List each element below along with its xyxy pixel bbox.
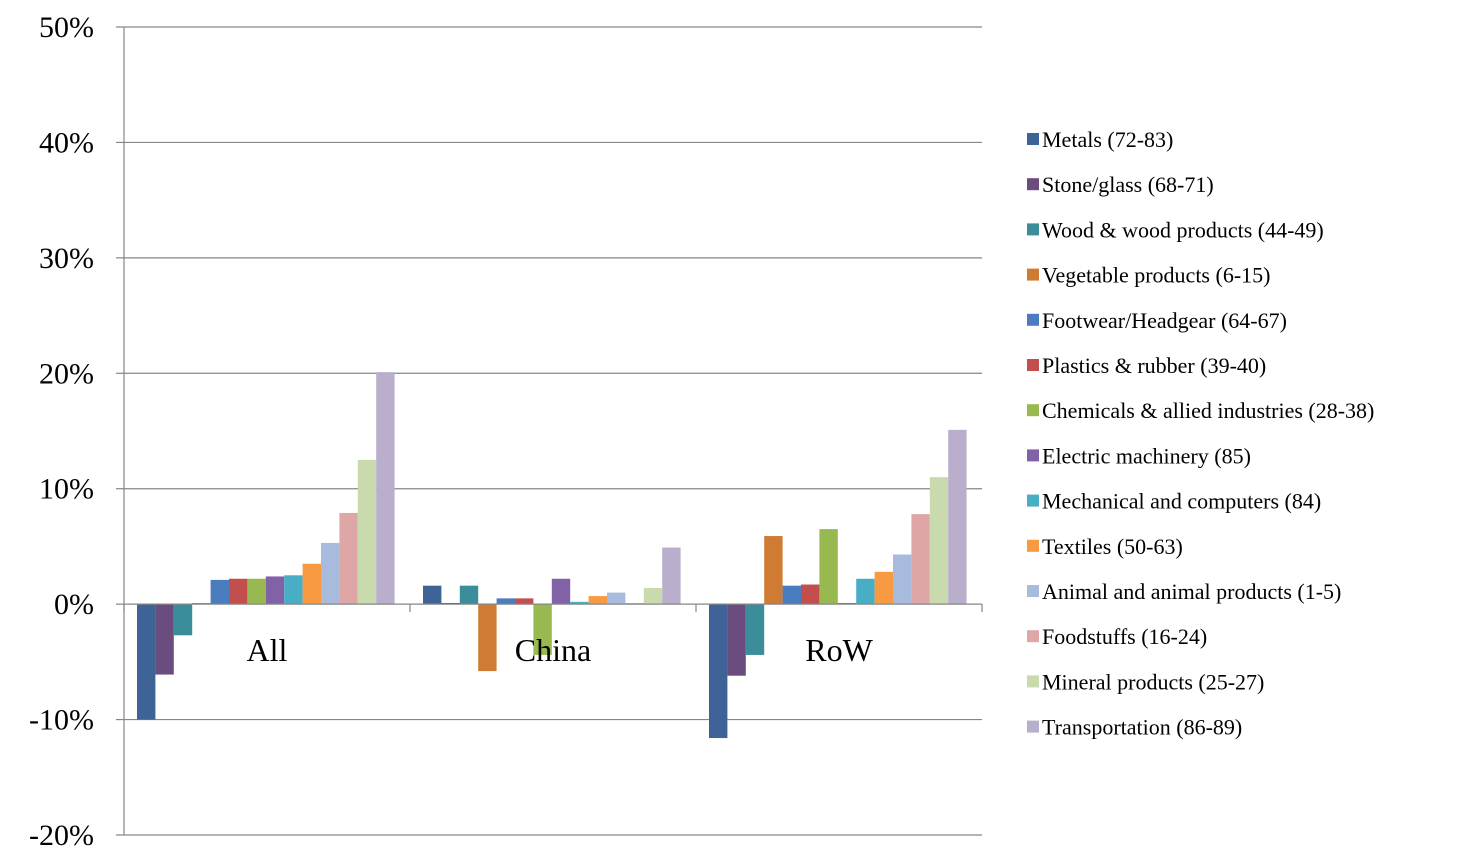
legend-swatch [1027, 133, 1039, 145]
bar [357, 459, 377, 605]
bar [376, 372, 395, 605]
legend-swatch [1027, 313, 1039, 326]
legend-label: Mechanical and computers (84) [1042, 489, 1321, 514]
bar [856, 578, 875, 605]
category-label: China [515, 632, 591, 668]
legend-swatch [1027, 178, 1039, 191]
bar [911, 514, 930, 605]
legend-label: Stone/glass (68-71) [1042, 172, 1214, 197]
y-tick-label: 30% [39, 242, 94, 275]
bar [948, 429, 967, 605]
bar [265, 576, 285, 605]
bar [423, 585, 442, 605]
bar [551, 578, 571, 605]
bar [745, 604, 765, 655]
legend-label: Transportation (86-89) [1042, 715, 1242, 740]
y-tick-label: -20% [29, 819, 94, 852]
bar [229, 578, 248, 605]
bar [874, 571, 893, 605]
legend-swatch [1027, 223, 1039, 236]
bar [155, 604, 174, 675]
legend: Metals (72-83) Stone/glass (68-71) Wood & … [1027, 127, 1374, 740]
bar [173, 604, 193, 636]
legend-label: Wood & wood products (44-49) [1042, 217, 1324, 242]
labels: -20% -10% 0% 10% 20% 30% 40% 50% All China RoW [29, 11, 874, 852]
bar [515, 598, 534, 605]
legend-swatch [1027, 494, 1039, 507]
legend-swatch [1027, 268, 1039, 281]
legend-label: Metals (72-83) [1042, 127, 1173, 152]
y-tick-label: 50% [39, 11, 94, 44]
category-label: RoW [805, 632, 873, 668]
y-tick-label: 20% [39, 357, 94, 390]
bar [339, 512, 358, 605]
legend-label: Electric machinery (85) [1042, 443, 1251, 468]
bar [137, 604, 156, 720]
gridlines [124, 26, 982, 836]
bar [588, 596, 607, 605]
legend-swatch [1027, 539, 1039, 552]
bar [929, 477, 949, 605]
y-tick-label: 40% [39, 126, 94, 159]
bar [478, 604, 497, 672]
bar [727, 604, 746, 676]
bar [533, 604, 552, 655]
bar [496, 598, 515, 605]
legend-label: Mineral products (25-27) [1042, 669, 1264, 694]
y-tick-label: 0% [54, 588, 94, 621]
bar [302, 563, 321, 605]
y-tick-label: -10% [29, 704, 94, 737]
bar [819, 529, 838, 605]
legend-label: Foodstuffs (16-24) [1042, 624, 1207, 649]
y-tick-label: 10% [39, 473, 94, 506]
legend-swatch [1027, 630, 1039, 643]
bar [643, 587, 663, 605]
bar [607, 592, 626, 605]
legend-swatch [1027, 675, 1039, 688]
axes [116, 26, 983, 836]
legend-swatch [1027, 404, 1039, 417]
legend-label: Footwear/Headgear (64-67) [1042, 308, 1287, 333]
legend-swatch [1027, 359, 1039, 371]
legend-swatch [1027, 585, 1039, 597]
bar [284, 575, 303, 605]
legend-label: Chemicals & allied industries (28-38) [1042, 398, 1374, 423]
bar [247, 578, 266, 605]
bar [459, 585, 479, 605]
bars [137, 372, 967, 739]
bar [709, 604, 728, 739]
bar [662, 547, 681, 605]
bar [893, 554, 912, 605]
bar [321, 542, 340, 605]
legend-label: Plastics & rubber (39-40) [1042, 353, 1266, 378]
legend-label: Animal and animal products (1-5) [1042, 579, 1341, 604]
bar [801, 584, 820, 605]
category-label: All [247, 632, 288, 668]
legend-swatch [1027, 449, 1039, 462]
legend-swatch [1027, 720, 1039, 733]
bar [570, 601, 589, 605]
bar [764, 536, 783, 605]
legend-label: Vegetable products (6-15) [1042, 263, 1270, 288]
bar [210, 579, 229, 605]
legend-label: Textiles (50-63) [1042, 534, 1183, 559]
bar [782, 585, 801, 605]
